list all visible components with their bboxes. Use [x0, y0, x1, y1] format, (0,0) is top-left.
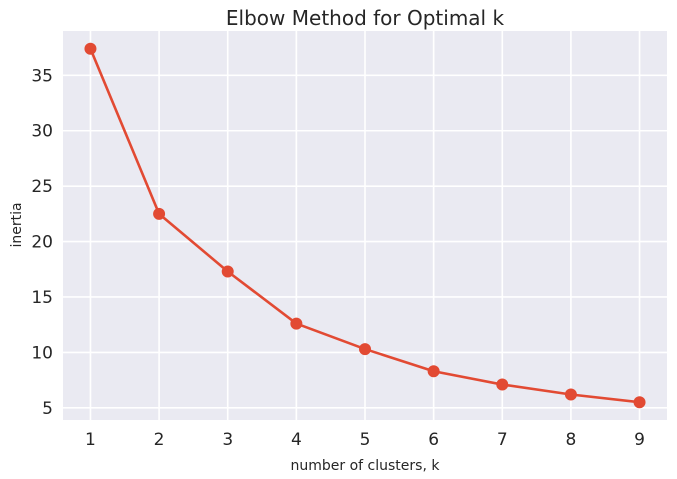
data-point-k2: [153, 207, 166, 220]
x-axis-label: number of clusters, k: [291, 458, 441, 474]
y-axis-ticks: 5 10 15 20 25 30 35: [31, 66, 53, 418]
x-tick-label: 3: [222, 430, 233, 450]
data-point-k5: [359, 343, 371, 356]
y-axis-label: inertia: [9, 202, 25, 247]
data-point-k6: [427, 365, 440, 378]
data-point-k3: [221, 265, 234, 278]
x-tick-label: 4: [291, 430, 302, 450]
x-tick-label: 2: [154, 430, 165, 450]
x-tick-label: 8: [565, 430, 576, 450]
y-tick-label: 30: [31, 122, 53, 142]
x-axis-ticks: 1 2 3 4 5 6 7 8 9: [85, 430, 645, 450]
y-tick-label: 10: [31, 343, 53, 363]
y-tick-label: 35: [31, 66, 53, 86]
data-point-k8: [564, 388, 577, 401]
series-points: [84, 42, 646, 409]
x-tick-label: 5: [360, 430, 371, 450]
x-tick-label: 1: [85, 430, 96, 450]
x-tick-label: 6: [428, 430, 439, 450]
y-tick-label: 15: [31, 288, 53, 308]
data-point-k4: [290, 317, 303, 330]
y-tick-label: 25: [31, 177, 53, 197]
data-point-k1: [84, 42, 97, 55]
x-tick-label: 9: [634, 430, 645, 450]
data-point-k9: [633, 396, 646, 409]
data-point-k7: [496, 378, 509, 391]
y-tick-label: 5: [42, 399, 53, 419]
chart-title: Elbow Method for Optimal k: [226, 6, 505, 30]
y-tick-label: 20: [31, 233, 53, 253]
x-tick-label: 7: [497, 430, 508, 450]
